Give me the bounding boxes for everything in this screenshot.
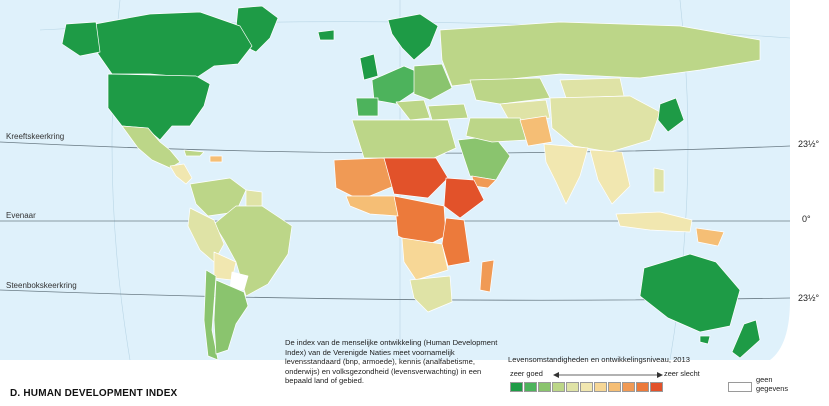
legend-bad-label: zeer slecht	[664, 369, 700, 378]
iceland	[317, 29, 335, 41]
iberia	[355, 97, 379, 117]
east-africa	[441, 217, 471, 267]
new-zealand	[731, 319, 761, 359]
west-coast-africa	[345, 195, 399, 217]
caribbean	[209, 155, 223, 163]
iran-iraq	[465, 117, 527, 143]
papua-new-guinea	[695, 227, 725, 247]
legend-swatch-7	[594, 382, 607, 392]
paraguay	[229, 271, 249, 291]
eastern-europe	[413, 63, 453, 101]
australia	[639, 253, 741, 333]
legend-swatch-5	[566, 382, 579, 392]
guianas	[245, 189, 263, 209]
india	[543, 143, 589, 205]
tropic-of-cancer-label: Kreeftskeerkring	[6, 132, 65, 141]
map-caption: De index van de menselijke ontwikkeling …	[285, 338, 498, 386]
madagascar	[479, 259, 495, 293]
mongolia	[559, 77, 625, 99]
legend-swatch-8	[608, 382, 621, 392]
tropic-of-capricorn-label: Steenbokskeerkring	[6, 281, 77, 290]
legend-swatch-2	[524, 382, 537, 392]
central-africa	[393, 195, 447, 249]
turkey	[427, 103, 469, 121]
afghanistan-pakistan	[519, 115, 553, 147]
legend-swatch-3	[538, 382, 551, 392]
ethiopia-horn	[443, 177, 485, 219]
legend-swatch-11	[650, 382, 663, 392]
indonesia	[615, 211, 693, 233]
tasmania	[699, 335, 711, 345]
scandinavia	[387, 13, 439, 61]
italy-balkans	[395, 99, 431, 121]
legend-swatch-1	[510, 382, 523, 392]
legend-arrow	[553, 372, 663, 378]
equator-degree-label: 0°	[802, 214, 811, 224]
southern-africa	[409, 275, 453, 313]
argentina	[213, 279, 249, 355]
sahel-central	[383, 157, 449, 199]
map-title: D. HUMAN DEVELOPMENT INDEX	[10, 388, 178, 399]
central-asia	[499, 99, 551, 123]
philippines	[653, 167, 665, 193]
legend-swatches	[510, 382, 664, 392]
legend-nodata-label-1: geen	[756, 375, 773, 384]
legend-nodata-label-2: gegevens	[756, 384, 789, 393]
angola-zambia	[401, 237, 449, 281]
alaska	[61, 21, 101, 57]
legend-swatch-10	[636, 382, 649, 392]
south-degree-label: 23½°	[798, 293, 820, 303]
canada	[94, 11, 253, 79]
kazakhstan	[469, 77, 551, 105]
equator-label: Evenaar	[6, 211, 36, 220]
north-africa	[351, 119, 457, 159]
legend-swatch-4	[552, 382, 565, 392]
legend-nodata-swatch	[728, 382, 752, 392]
legend-title: Levensomstandigheden en ontwikkelingsniv…	[508, 355, 690, 364]
central-america	[169, 163, 193, 185]
china	[549, 95, 661, 153]
mexico	[121, 125, 181, 169]
russia	[439, 21, 761, 87]
southeast-asia	[589, 149, 631, 205]
legend-swatch-6	[580, 382, 593, 392]
sahel-west	[333, 157, 395, 201]
korea-japan	[657, 97, 685, 133]
cuba	[183, 149, 205, 157]
legend-good-label: zeer goed	[510, 369, 543, 378]
legend: Levensomstandigheden en ontwikkelingsniv…	[508, 355, 808, 401]
usa	[107, 73, 211, 141]
legend-swatch-9	[622, 382, 635, 392]
uk-ireland	[359, 53, 379, 81]
chile	[203, 269, 219, 361]
north-degree-label: 23½°	[798, 139, 820, 149]
